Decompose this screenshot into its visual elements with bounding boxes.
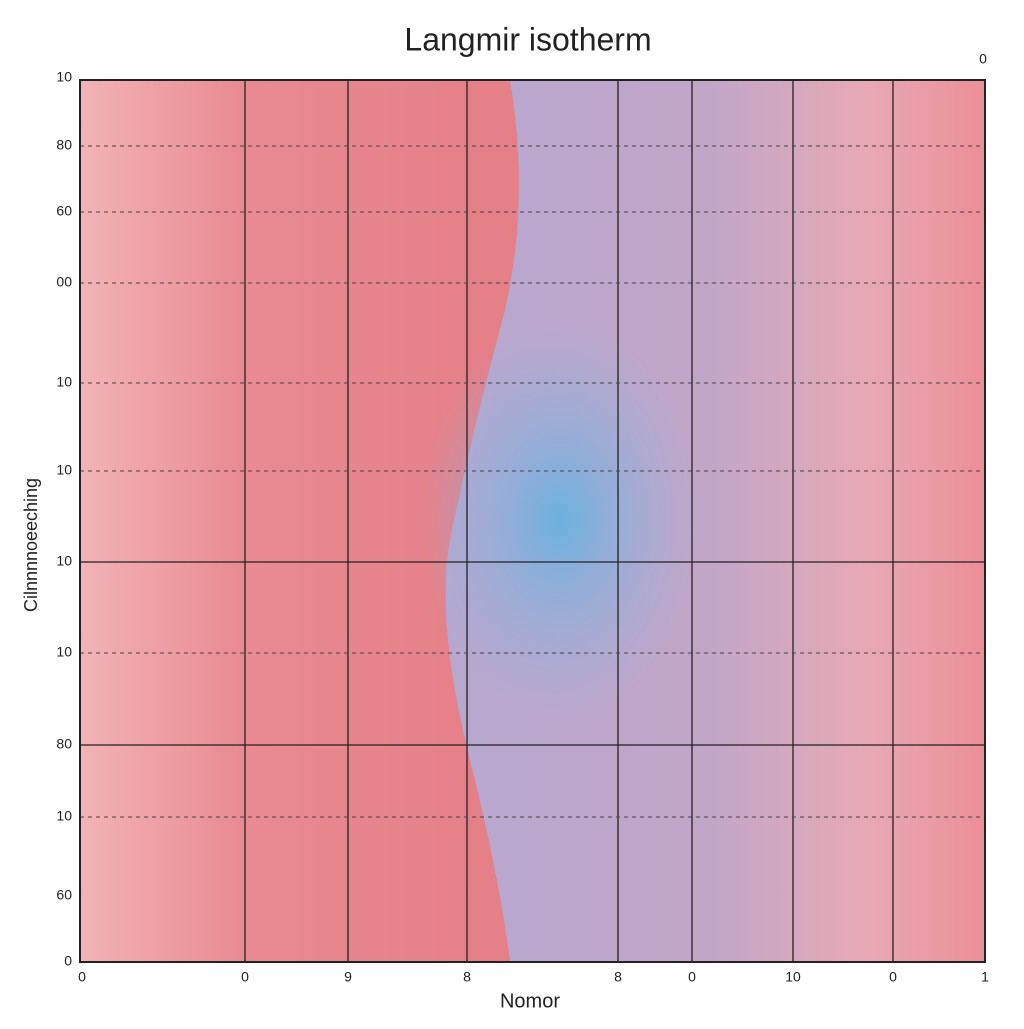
x-tick-label: 8 xyxy=(463,969,471,985)
plot-frame xyxy=(79,79,986,963)
y-tick-label: 10 xyxy=(56,69,72,85)
x-tick-label: 0 xyxy=(889,969,897,985)
chart-title: Langmir isotherm xyxy=(404,21,651,57)
y-tick-label: 60 xyxy=(56,887,72,903)
x-tick-label: 1 xyxy=(981,969,989,985)
x-tick-label: 0 xyxy=(241,969,249,985)
y-tick-label: 10 xyxy=(56,553,72,569)
x-tick-label: 10 xyxy=(785,969,801,985)
y-tick-label: 80 xyxy=(56,736,72,752)
x-tick-label: 0 xyxy=(78,969,86,985)
x-axis-label: Nomor xyxy=(500,990,560,1012)
right-region xyxy=(445,80,985,962)
y-tick-label: 10 xyxy=(56,462,72,478)
y-tick-label: 80 xyxy=(56,137,72,153)
corner-label: 0 xyxy=(979,51,987,67)
blue-glow xyxy=(420,320,700,720)
y-tick-label: 10 xyxy=(56,374,72,390)
y-tick-label: 0 xyxy=(64,953,72,969)
x-tick-label: 0 xyxy=(688,969,696,985)
x-tick-label: 9 xyxy=(344,969,352,985)
y-tick-label: 00 xyxy=(56,274,72,290)
dashed-grid xyxy=(80,145,985,818)
y-tick-label: 60 xyxy=(56,203,72,219)
y-tick-label: 10 xyxy=(56,644,72,660)
y-tick-label: 10 xyxy=(56,808,72,824)
grid xyxy=(80,80,985,962)
y-axis-label: Cilnnnnoeeching xyxy=(21,478,41,612)
x-tick-label: 8 xyxy=(614,969,622,985)
